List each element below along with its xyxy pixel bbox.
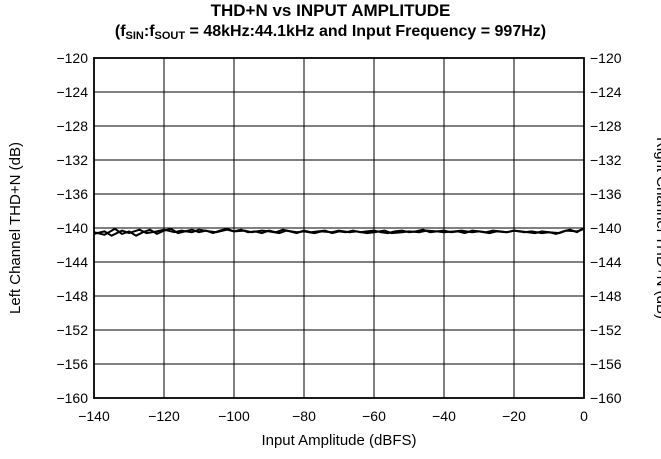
y-tick-label-left: −120 [56,50,88,66]
y-tick-label-left: −128 [56,118,88,134]
series-line-2 [93,227,585,237]
x-tick-label: 0 [580,408,588,424]
y-tick-label-right: −152 [590,322,622,338]
chart-title: THD+N vs INPUT AMPLITUDE [210,1,451,20]
y-tick-label-right: −120 [590,50,622,66]
plot-frame [93,57,585,399]
y-tick-label-left: −148 [56,288,88,304]
y-tick-label-left: −136 [56,186,88,202]
chart-subtitle: (fSIN:fSOUT = 48kHz:44.1kHz and Input Fr… [114,23,547,42]
y-tick-label-left: −152 [56,322,88,338]
y-tick-label-left: −132 [56,152,88,168]
x-tick-label: −40 [432,408,456,424]
y-tick-label-right: −136 [590,186,622,202]
left-tick-labels: −120 −124 −128 −132 −136 −140 −144 −148 −152 −156… [56,50,88,406]
y-tick-label-right: −140 [590,220,622,236]
y-tick-label-right: −128 [590,118,622,134]
y-tick-label-left: −124 [56,84,88,100]
right-tick-labels: −120 −124 −128 −132 −136 −140 −144 −148 −152 −156… [590,50,622,406]
y-tick-label-right: −132 [590,152,622,168]
grid [93,57,585,399]
x-tick-label: −140 [78,408,110,424]
y-tick-label-right: −148 [590,288,622,304]
y-tick-label-right: −156 [590,356,622,372]
y-tick-label-right: −144 [590,254,622,270]
y-tick-label-left: −160 [56,390,88,406]
y-tick-label-right: −160 [590,390,622,406]
x-tick-label: −100 [218,408,250,424]
y-tick-label-right: −124 [590,84,622,100]
y-tick-label-left: −144 [56,254,88,270]
series-layer [93,227,585,237]
y-tick-label-left: −140 [56,220,88,236]
x-tick-label: −120 [148,408,180,424]
y-axis-label-left: Left Channel THD+N (dB) [7,142,24,314]
x-tick-label: −20 [502,408,526,424]
y-axis-label-right: Right Channel THD+N (dB) [653,137,661,319]
y-tick-label-left: −156 [56,356,88,372]
x-tick-label: −60 [362,408,386,424]
x-axis-label: Input Amplitude (dBFS) [261,432,416,449]
x-tick-label: −80 [292,408,316,424]
x-tick-labels: −140 −120 −100 −80 −60 −40 −20 0 [78,408,588,424]
